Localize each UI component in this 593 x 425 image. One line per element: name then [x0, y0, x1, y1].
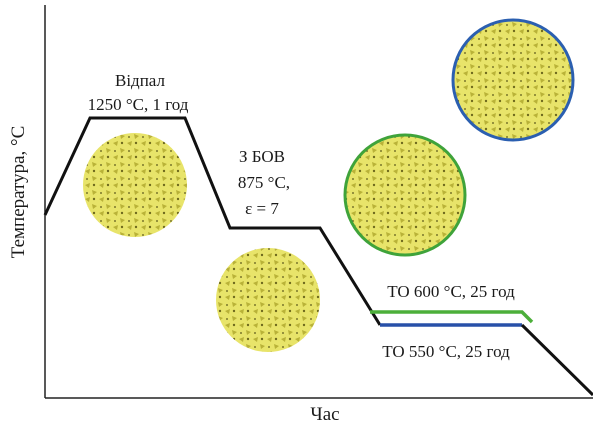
process-line [45, 118, 380, 325]
micrograph [83, 133, 187, 237]
stage-label: 875 °C, [238, 173, 290, 192]
stage-label: З БОВ [239, 147, 285, 166]
x-axis-label: Час [310, 404, 339, 425]
micrograph [216, 248, 320, 352]
stage-label: ТО 550 °C, 25 год [382, 342, 510, 361]
stage-label: Відпал [115, 71, 166, 90]
y-axis-label: Температура, °C [8, 126, 29, 259]
stage-label: ТО 600 °C, 25 год [387, 282, 515, 301]
stage-label: ε = 7 [245, 199, 279, 218]
micrograph [345, 135, 465, 255]
process-line [522, 325, 593, 395]
diagram: Температура, °C Час Відпал 1250 °C, 1 го… [0, 0, 593, 425]
micrograph [453, 20, 573, 140]
temper-600-line [370, 312, 532, 322]
stage-label: 1250 °C, 1 год [88, 95, 189, 114]
